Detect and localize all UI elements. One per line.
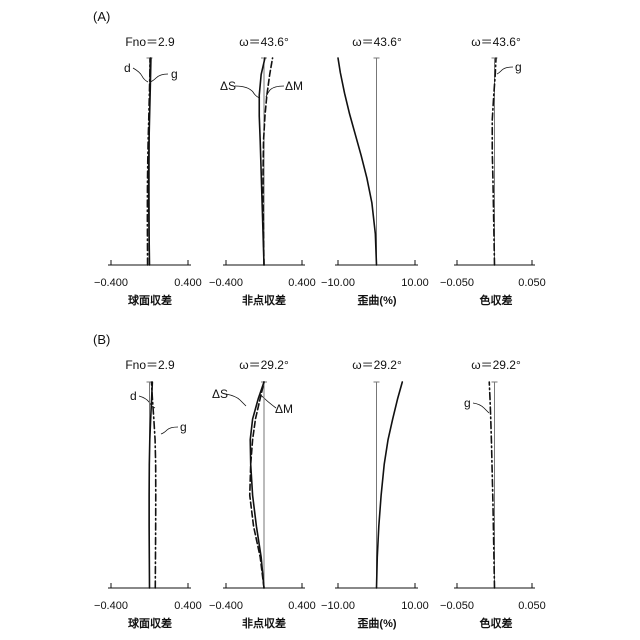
axis-label: 球面収差 [128,616,172,630]
curve-label: g [171,67,178,81]
axis-label: 球面収差 [128,293,172,307]
tick-label: −0.050 [440,277,474,289]
curve-label: g [515,60,522,74]
tick-label: −0.400 [209,277,243,289]
panel-label: (B) [93,332,110,347]
curve-label: g [180,420,187,434]
series-line-g [489,382,494,588]
curve-label: ΔS [212,387,228,401]
subplot-title: ω＝29.2° [471,358,521,372]
subplot-title: ω＝43.6° [471,35,521,49]
tick-label: 10.00 [401,277,429,289]
subplot-title: ω＝29.2° [352,358,402,372]
tick-label: −10.00 [321,600,355,612]
tick-label: 0.400 [288,277,316,289]
tick-label: −0.050 [440,600,474,612]
series-line-g [151,382,155,588]
subplot-title: ω＝29.2° [239,358,289,372]
axis-label: 歪曲(%) [357,293,396,307]
axis-label: 歪曲(%) [357,616,396,630]
plot-layer [108,58,535,588]
tick-label: 0.400 [174,600,202,612]
tick-label: 0.400 [288,600,316,612]
axis-label: 非点収差 [242,293,286,307]
leader-lines [133,67,513,434]
tick-label: 0.050 [518,600,546,612]
curve-label: ΔM [285,79,303,93]
tick-label: −0.400 [94,277,128,289]
panel-label: (A) [93,9,110,24]
curve-label: d [124,61,131,75]
subplot-title: ω＝43.6° [352,35,402,49]
tick-label: 10.00 [401,600,429,612]
curve-label: ΔM [275,402,293,416]
series-line-distortion [377,382,403,588]
subplot-title: ω＝43.6° [239,35,289,49]
tick-label: 0.050 [518,277,546,289]
subplot-title: Fno＝2.9 [125,35,175,49]
axis-label: 非点収差 [242,616,286,630]
tick-label: −10.00 [321,277,355,289]
tick-label: −0.400 [209,600,243,612]
series-line-distortion [338,58,377,265]
tick-label: 0.400 [174,277,202,289]
subplot-title: Fno＝2.9 [125,358,175,372]
axis-label: 色収差 [480,616,513,630]
axis-label: 色収差 [480,293,513,307]
curve-label: g [464,396,471,410]
curve-label: ΔS [220,79,236,93]
tick-label: −0.400 [94,600,128,612]
curve-label: d [130,389,137,403]
